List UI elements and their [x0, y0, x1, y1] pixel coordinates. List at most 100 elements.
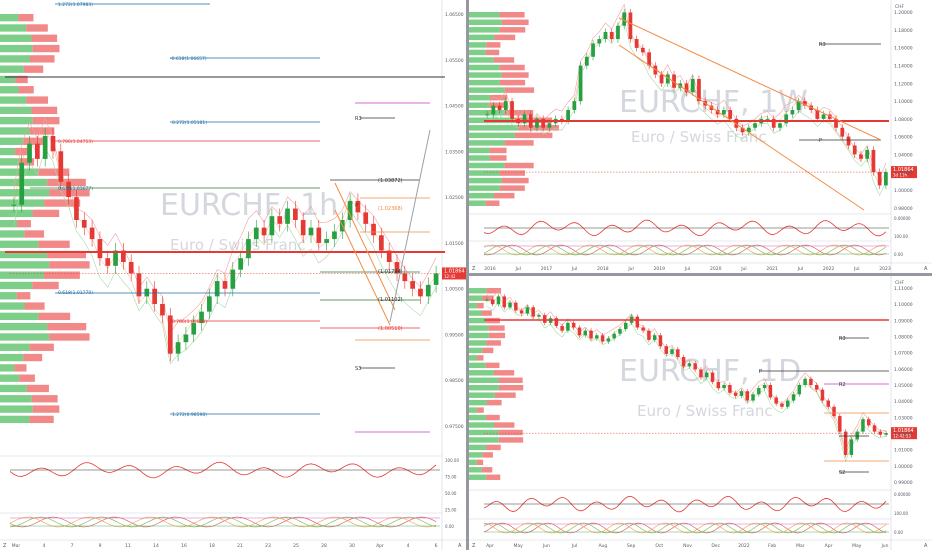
- candle: [838, 416, 842, 432]
- fib-label: 0.618(1.01770): [58, 290, 93, 296]
- candle: [653, 65, 658, 75]
- volume-profile-bar: [469, 407, 478, 413]
- candle: [641, 327, 645, 331]
- volume-profile-bar: [493, 422, 515, 428]
- volume-profile-bar: [29, 343, 54, 351]
- candle: [628, 12, 633, 40]
- candle: [66, 181, 71, 198]
- y-tick-label: 1.06500: [445, 12, 464, 18]
- candle: [105, 258, 111, 266]
- candle: [803, 378, 807, 385]
- level-label: R3: [839, 336, 846, 342]
- candle: [826, 400, 830, 407]
- volume-profile-bar: [469, 102, 490, 108]
- candle: [634, 39, 639, 48]
- volume-profile-bar: [518, 125, 559, 131]
- volume-profile-bar: [23, 353, 43, 362]
- candle: [50, 136, 56, 152]
- candle: [535, 118, 539, 128]
- candle: [616, 25, 620, 40]
- candle: [762, 385, 767, 389]
- candle: [716, 381, 721, 389]
- volume-profile-bar: [485, 200, 500, 206]
- volume-profile-bar: [504, 162, 534, 169]
- watermark-symbol: EURCHF, 1W: [619, 85, 808, 120]
- stoch-line: [483, 244, 886, 256]
- volume-profile-bar: [469, 332, 489, 339]
- volume-profile-bar: [0, 147, 16, 156]
- candle: [751, 394, 755, 401]
- candle: [647, 330, 651, 340]
- candle: [363, 212, 369, 224]
- chart-1w[interactable]: EURCHF, 1W Euro / Swiss Franc R3 P 1.20000…: [469, 0, 932, 273]
- volume-profile-bar: [26, 24, 48, 32]
- level-label: (1.02368): [378, 206, 403, 212]
- candle: [659, 74, 664, 84]
- candle: [803, 101, 807, 106]
- panel-1d[interactable]: EURCHF, 1D Euro / Swiss Franc R3 R2 P S2 1.1…: [469, 276, 932, 550]
- osc-tick-label: 100.00: [894, 234, 908, 239]
- volume-profile-bar: [499, 64, 525, 71]
- x-tick-label: 2017: [541, 266, 553, 272]
- price-tag-box: [891, 166, 917, 179]
- candle: [647, 52, 651, 66]
- candle: [681, 357, 686, 367]
- candle: [152, 288, 157, 304]
- volume-profile-bar: [32, 209, 60, 218]
- vertical-divider[interactable]: [466, 0, 469, 550]
- candle: [293, 208, 298, 220]
- volume-profile-bar: [0, 44, 33, 53]
- x-tick-label: Sep: [627, 543, 636, 549]
- candle: [734, 118, 739, 128]
- volume-profile-bar: [469, 57, 494, 63]
- candle: [728, 385, 732, 393]
- candle: [81, 220, 87, 228]
- x-tick-label: Apr: [376, 543, 384, 549]
- candle: [261, 227, 267, 236]
- volume-profile-bar: [49, 261, 90, 269]
- volume-profile-bar: [23, 65, 44, 73]
- candle: [214, 281, 220, 297]
- y-tick-label: 0.98500: [445, 378, 464, 384]
- panel-1w[interactable]: EURCHF, 1W Euro / Swiss Franc R3 P 1.20000…: [469, 0, 932, 273]
- volume-profile-bar: [0, 220, 17, 228]
- volume-profile-bar: [31, 106, 58, 115]
- candle: [739, 391, 744, 396]
- volume-profile-bar: [0, 281, 33, 290]
- volume-profile-bar: [469, 64, 500, 71]
- candle: [832, 406, 836, 417]
- y-tick-label: 1.01000: [894, 448, 913, 454]
- candle: [566, 322, 570, 331]
- oscillator-line: [483, 496, 887, 513]
- panel-1h[interactable]: EURCHF, 1h Euro / Swiss Franc R3 (1.03872…: [0, 0, 466, 550]
- candle: [27, 143, 32, 163]
- x-tick-label: Jun: [880, 543, 888, 549]
- chart-1h[interactable]: EURCHF, 1h Euro / Swiss Franc R3(1.03872…: [0, 0, 466, 550]
- stoch-line: [9, 516, 437, 528]
- volume-profile-bar: [494, 392, 516, 398]
- candle: [861, 419, 865, 432]
- osc-tick-label: 0.00000: [894, 216, 911, 221]
- x-tick-label: Mar: [12, 543, 21, 549]
- stoch-line: [9, 516, 437, 528]
- chart-1d[interactable]: EURCHF, 1D Euro / Swiss Franc R3R2PS21.1…: [469, 276, 932, 550]
- volume-profile-bar: [486, 444, 501, 451]
- trend-line: [334, 209, 391, 326]
- candle: [784, 114, 789, 124]
- horizontal-divider[interactable]: [469, 273, 932, 276]
- y-tick-label: 1.00000: [894, 464, 913, 470]
- osc-tick-label: 75.00: [445, 475, 457, 480]
- volume-profile-bar: [19, 374, 35, 382]
- level-label: (1.00510): [378, 326, 403, 332]
- candle: [503, 101, 508, 110]
- candle: [815, 110, 820, 119]
- candle: [554, 318, 559, 326]
- candle: [222, 281, 228, 289]
- candle: [884, 433, 888, 435]
- candle: [705, 372, 709, 378]
- stoch-line: [483, 522, 887, 534]
- candle: [809, 378, 813, 385]
- volume-profile-bar: [0, 261, 50, 269]
- axis-z-label: Z: [3, 543, 7, 549]
- candle: [871, 149, 876, 173]
